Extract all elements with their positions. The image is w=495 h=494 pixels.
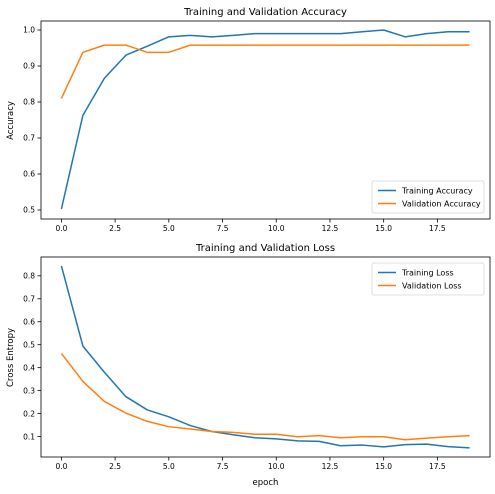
loss-plot-ytick-label: 0.7: [23, 294, 35, 303]
accuracy-plot-ytick-label: 0.9: [23, 62, 35, 71]
validation-loss-legend-label: Validation Loss: [402, 281, 462, 290]
validation-loss-line: [60, 352, 470, 441]
loss-plot-frame: [40, 256, 491, 458]
loss-plot-ytick-label: 0.1: [23, 432, 35, 441]
accuracy-plot-ytick-label: 0.6: [23, 170, 35, 179]
loss-plot-xtick-label: 17.5: [429, 462, 446, 471]
loss-plot-title: Training and Validation Loss: [195, 243, 335, 254]
validation-accuracy-legend-label: Validation Accuracy: [402, 199, 481, 208]
loss-plot: Training and Validation Loss epoch Cross…: [6, 243, 491, 488]
loss-plot-xtick-label: 10.0: [268, 462, 285, 471]
loss-plot-ytick-label: 0.3: [23, 386, 35, 395]
accuracy-plot-legend: Training Accuracy Validation Accuracy: [371, 180, 485, 214]
accuracy-plot: Training and Validation Accuracy Accurac…: [6, 7, 491, 233]
loss-plot-xtick-label: 12.5: [322, 462, 339, 471]
loss-plot-ytick-label: 0.2: [23, 409, 35, 418]
loss-plot-ticks: 0.0 2.5 5.0 7.5 10.0 12.5 15.0 17.5 0.1 0.2 0.3 0.4…: [23, 272, 446, 471]
accuracy-plot-xtick-label: 15.0: [375, 224, 392, 233]
accuracy-plot-xtick-label: 17.5: [429, 224, 446, 233]
accuracy-plot-ticks: 0.0 2.5 5.0 7.5 10.0 12.5 15.0 17.5 0.5 0.6 0.7 0.8…: [23, 26, 446, 233]
loss-plot-xtick-label: 0.0: [55, 462, 67, 471]
accuracy-plot-xtick-label: 5.0: [163, 224, 175, 233]
accuracy-plot-ylabel: Accuracy: [6, 101, 16, 140]
loss-plot-ytick-label: 0.4: [23, 363, 35, 372]
training-accuracy-legend-label: Training Accuracy: [401, 186, 473, 195]
loss-plot-xtick-label: 2.5: [109, 462, 121, 471]
validation-accuracy-line: [60, 44, 470, 99]
accuracy-plot-xtick-label: 2.5: [109, 224, 121, 233]
loss-plot-lines: [60, 265, 470, 449]
accuracy-plot-ytick-label: 0.7: [23, 134, 35, 143]
loss-plot-xtick-label: 5.0: [163, 462, 175, 471]
loss-plot-xtick-label: 15.0: [375, 462, 392, 471]
accuracy-plot-xtick-label: 10.0: [268, 224, 285, 233]
loss-plot-xtick-label: 7.5: [217, 462, 229, 471]
accuracy-plot-ytick-label: 0.5: [23, 206, 35, 215]
accuracy-plot-title: Training and Validation Accuracy: [183, 7, 347, 18]
training-loss-line: [60, 265, 470, 449]
accuracy-plot-ytick-label: 0.8: [23, 98, 35, 107]
accuracy-plot-xtick-label: 0.0: [55, 224, 67, 233]
accuracy-plot-frame: [40, 20, 491, 220]
accuracy-plot-ytick-label: 1.0: [23, 26, 35, 35]
accuracy-plot-lines: [60, 29, 470, 210]
loss-plot-ytick-label: 0.5: [23, 340, 35, 349]
accuracy-plot-legend-box: [371, 180, 485, 214]
accuracy-plot-xtick-label: 7.5: [217, 224, 229, 233]
loss-plot-ytick-label: 0.6: [23, 317, 35, 326]
loss-plot-legend: Training Loss Validation Loss: [371, 262, 485, 296]
accuracy-plot-xtick-label: 12.5: [322, 224, 339, 233]
loss-plot-ytick-label: 0.8: [23, 272, 35, 281]
loss-plot-ylabel: Cross Entropy: [6, 328, 16, 387]
loss-plot-xlabel: epoch: [253, 478, 279, 488]
training-loss-legend-label: Training Loss: [401, 268, 454, 277]
loss-plot-legend-box: [371, 262, 485, 296]
training-accuracy-line: [60, 29, 470, 210]
